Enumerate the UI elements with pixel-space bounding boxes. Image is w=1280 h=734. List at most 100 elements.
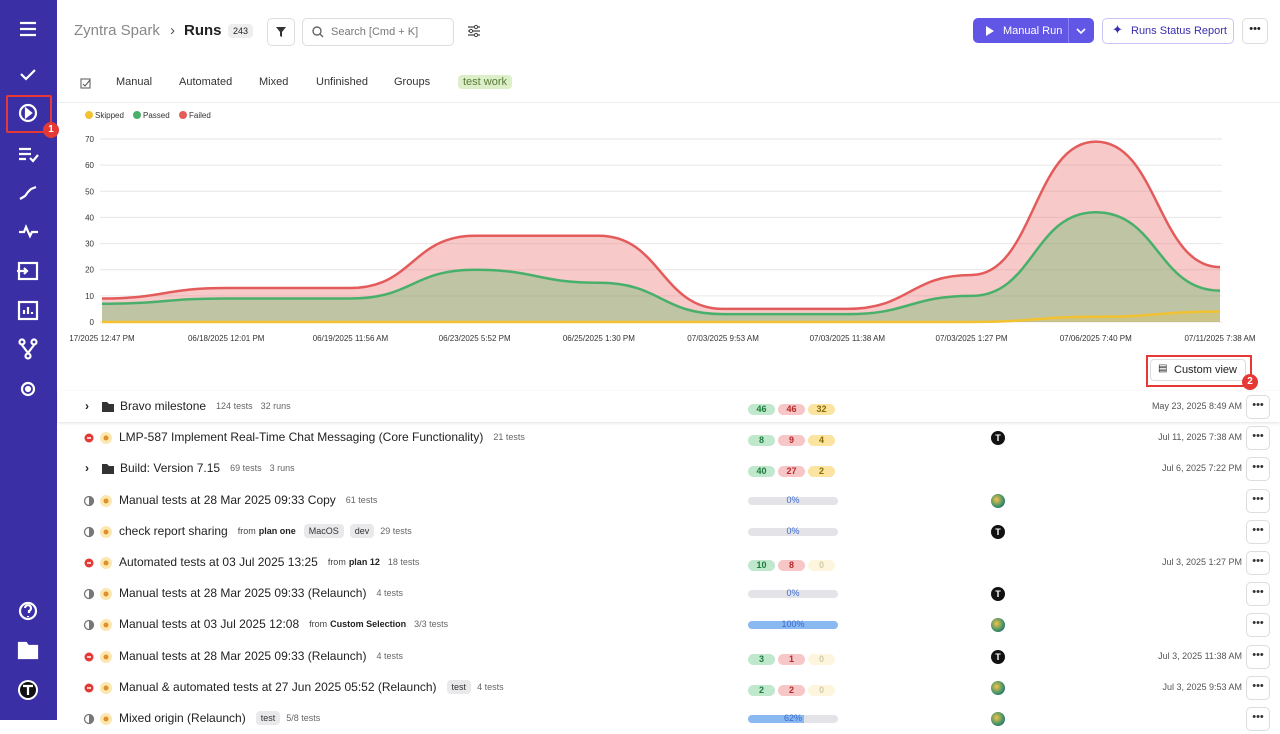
tab[interactable]: Automated: [179, 76, 233, 88]
group-row[interactable]: › Bravo milestone 124 tests 32 runs 46 46 32 Ma…: [58, 391, 1280, 422]
count-pill: 0: [808, 684, 835, 696]
filter-button[interactable]: [267, 18, 295, 46]
row-content: Mixed origin (Relaunch) test 5/8 tests: [119, 711, 328, 725]
highlight-box: [6, 95, 52, 133]
tab[interactable]: Mixed: [259, 76, 289, 88]
count-pill: 27: [778, 466, 805, 478]
row-more[interactable]: •••: [1246, 613, 1270, 638]
tab[interactable]: test work: [458, 75, 513, 89]
report-button[interactable]: ✦ Runs Status Report: [1102, 18, 1234, 44]
row-more[interactable]: •••: [1246, 426, 1270, 451]
tag: MacOS: [303, 523, 344, 538]
chart: 0 10 20 30 40 50 60 70 17/2025 12:47 PM 06/18/202…: [69, 111, 1256, 343]
legend-label: Failed: [189, 111, 211, 120]
from-label: from: [237, 525, 256, 536]
row-more[interactable]: •••: [1246, 457, 1270, 482]
tab[interactable]: Unfinished: [316, 76, 368, 88]
area: [102, 141, 1220, 322]
source-name: plan one: [258, 525, 296, 536]
search-placeholder: Search [Cmd + K]: [331, 26, 419, 38]
type-icon-dot: [103, 560, 109, 566]
x-tick-label: 06/18/2025 12:01 PM: [188, 334, 265, 343]
legend-dot: [133, 111, 141, 119]
run-name: Manual tests at 28 Mar 2025 09:33 (Relau…: [119, 586, 367, 601]
avatar: T: [991, 524, 1005, 539]
row-content: Build: Version 7.15 69 tests 3 runs: [120, 461, 303, 475]
x-tick-label: 06/19/2025 11:56 AM: [313, 334, 389, 343]
y-tick-label: 0: [90, 318, 95, 327]
status-icons: [84, 650, 112, 663]
row-more[interactable]: •••: [1246, 675, 1270, 700]
count-pill: 10: [748, 560, 775, 571]
run-row[interactable]: Manual tests at 28 Mar 2025 09:33 (Relau…: [58, 578, 1280, 609]
divider: [58, 102, 1280, 103]
test-count: 69 tests: [230, 463, 262, 474]
run-row[interactable]: Manual tests at 28 Mar 2025 09:33 Copy 61…: [58, 485, 1280, 516]
row-more[interactable]: •••: [1246, 707, 1270, 731]
run-row[interactable]: Mixed origin (Relaunch) test 5/8 tests 62% •…: [58, 703, 1280, 734]
tab[interactable]: Groups: [394, 76, 431, 88]
row-more[interactable]: •••: [1246, 488, 1270, 513]
annotation-badge: 1: [43, 122, 59, 138]
count-pill: 4: [808, 435, 835, 447]
run-name: Manual tests at 28 Mar 2025 09:33 Copy: [119, 492, 336, 507]
area: [102, 311, 1220, 322]
avatar: T: [991, 649, 1005, 664]
type-icon-dot: [103, 435, 109, 441]
tab[interactable]: Manual: [116, 76, 153, 88]
search-box[interactable]: Search [Cmd + K]: [302, 18, 454, 46]
run-name: Manual tests at 03 Jul 2025 12:08: [119, 617, 300, 632]
group-row[interactable]: › Build: Version 7.15 69 tests 3 runs 40 27 2 J…: [58, 453, 1280, 484]
row-content: check report sharing from plan one MacOS dev…: [119, 523, 420, 538]
progress-label: 0%: [786, 494, 800, 505]
run-row[interactable]: Automated tests at 03 Jul 2025 13:25 from…: [58, 547, 1280, 578]
status-icons: [83, 713, 112, 725]
count-pill: 40: [748, 466, 775, 478]
progress-bar: [748, 527, 838, 536]
legend-label: Passed: [143, 111, 170, 120]
type-icon-dot: [103, 591, 109, 597]
manual-run-button[interactable]: Manual Run: [973, 18, 1094, 43]
page-title: Runs: [184, 22, 222, 39]
test-count: 4 tests: [376, 588, 403, 599]
run-row[interactable]: Manual tests at 03 Jul 2025 12:08 from Cus…: [58, 609, 1280, 640]
run-row[interactable]: Manual & automated tests at 27 Jun 2025 …: [58, 672, 1280, 703]
runs-count: 3 runs: [269, 463, 295, 474]
settings-icon[interactable]: [466, 23, 482, 39]
progress-bar: [748, 496, 838, 505]
count-pill: 8: [778, 560, 805, 571]
x-tick-label: 17/2025 12:47 PM: [69, 334, 135, 343]
row-more[interactable]: •••: [1246, 551, 1270, 575]
row-content: Manual tests at 28 Mar 2025 09:33 (Relau…: [119, 586, 411, 600]
x-tick-label: 07/11/2025 7:38 AM: [1184, 334, 1255, 343]
row-content: LMP-587 Implement Real-Time Chat Messagi…: [119, 430, 533, 444]
progress-bar: [748, 590, 838, 599]
progress-label: 100%: [781, 619, 805, 630]
run-date: Jul 3, 2025 1:27 PM: [1161, 557, 1242, 567]
run-row[interactable]: check report sharing from plan one MacOS dev…: [58, 516, 1280, 547]
count-pill: 32: [808, 404, 835, 415]
dropdown-icon[interactable]: [1075, 27, 1087, 35]
row-more[interactable]: •••: [1246, 519, 1270, 544]
button-label: Custom view: [1174, 364, 1237, 376]
custom-view-button[interactable]: ▤ Custom view: [1150, 359, 1246, 381]
runs-count: 32 runs: [260, 401, 291, 411]
run-row[interactable]: Manual tests at 28 Mar 2025 09:33 (Relau…: [58, 641, 1280, 672]
project-name[interactable]: Zyntra Spark: [74, 22, 160, 39]
row-more[interactable]: •••: [1246, 395, 1270, 419]
y-tick-label: 20: [85, 266, 94, 275]
search-icon: [312, 26, 324, 38]
more-button[interactable]: •••: [1242, 18, 1268, 44]
run-name: Automated tests at 03 Jul 2025 13:25: [119, 555, 318, 569]
legend-dot: [179, 111, 187, 119]
row-more[interactable]: •••: [1246, 644, 1270, 669]
row-more[interactable]: •••: [1246, 582, 1270, 607]
play-icon: [986, 26, 994, 36]
area: [102, 212, 1220, 322]
breadcrumb-sep: ›: [170, 22, 175, 39]
legend-dot: [85, 111, 93, 119]
run-row[interactable]: LMP-587 Implement Real-Time Chat Messagi…: [58, 422, 1280, 453]
test-count: 4 tests: [376, 650, 403, 661]
